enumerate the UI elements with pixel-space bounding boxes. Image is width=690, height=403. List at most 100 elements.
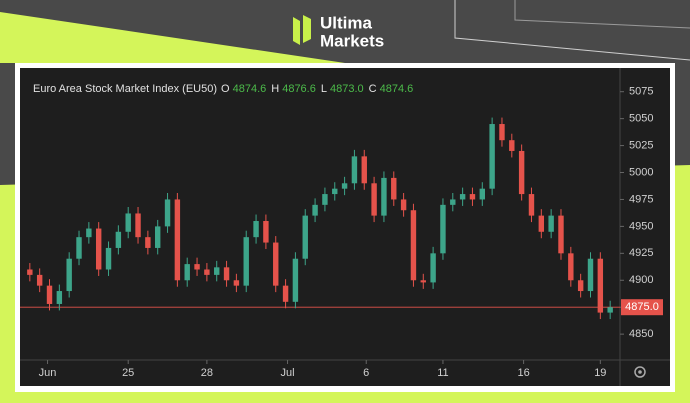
candle <box>548 209 554 239</box>
candle <box>223 260 230 287</box>
candle <box>538 209 545 239</box>
candle-body <box>184 264 190 281</box>
y-tick-label: 5025 <box>629 139 653 151</box>
x-tick-label: 25 <box>122 367 134 379</box>
y-tick-label: 4975 <box>629 193 653 205</box>
candle-body <box>351 156 358 184</box>
candle <box>86 222 92 244</box>
candle-body <box>440 204 446 254</box>
candle-body <box>509 140 515 151</box>
settings-icon[interactable] <box>634 366 646 378</box>
logo: Ultima Markets <box>293 13 384 50</box>
y-tick-label: 4850 <box>629 328 653 340</box>
candle-body <box>607 307 613 313</box>
candle-body <box>204 269 210 275</box>
candle <box>440 198 446 260</box>
candle-body <box>450 199 456 205</box>
candle-body <box>194 264 200 270</box>
candle-body <box>312 204 318 216</box>
ohlc-value: 4874.6 <box>233 83 267 95</box>
candle-body <box>46 285 53 304</box>
candle-body <box>27 269 33 275</box>
candle-body <box>223 267 230 281</box>
candle <box>518 144 525 201</box>
candle <box>292 252 299 309</box>
candle-body <box>273 242 279 286</box>
candle-body <box>361 156 367 184</box>
candle-body <box>597 258 604 313</box>
candle <box>597 252 604 320</box>
candle-body <box>341 183 348 189</box>
candle <box>528 187 535 223</box>
candle <box>361 149 367 190</box>
y-tick-label: 4900 <box>629 274 653 286</box>
candle-body <box>164 199 171 227</box>
candle <box>243 230 249 293</box>
ohlc-value: 4874.6 <box>380 83 414 95</box>
candle-body <box>233 280 240 286</box>
candle-body <box>145 237 151 248</box>
candle-body <box>538 215 545 232</box>
candle <box>233 273 240 293</box>
candle <box>95 222 102 276</box>
candle-body <box>292 258 299 302</box>
candle-body <box>577 280 584 292</box>
candle <box>489 117 495 196</box>
candle-body <box>400 199 407 211</box>
candle <box>145 230 151 255</box>
candle <box>430 246 436 289</box>
ohlc-key: L <box>321 83 327 95</box>
candle-body <box>430 253 436 283</box>
candle-body <box>76 237 82 259</box>
candle <box>282 279 289 309</box>
candle-body <box>479 188 485 200</box>
candle-body <box>391 177 397 200</box>
settings-icon[interactable] <box>638 370 642 374</box>
candle-body <box>489 124 495 189</box>
candle-body <box>105 247 112 270</box>
candle <box>263 214 269 250</box>
candle-body <box>243 237 249 286</box>
candle <box>184 257 190 287</box>
candle-body <box>155 226 161 248</box>
candle-body <box>253 221 259 238</box>
candle <box>174 192 181 287</box>
brand-line2: Markets <box>320 31 384 50</box>
x-tick-label: 6 <box>363 367 369 379</box>
candle <box>499 117 505 147</box>
candle <box>587 252 594 298</box>
candle-body <box>371 183 377 216</box>
y-tick-label: 5050 <box>629 113 653 125</box>
candle <box>391 171 397 206</box>
candle-body <box>410 210 417 281</box>
settings-icon[interactable] <box>634 366 646 378</box>
chart-panel <box>20 68 670 386</box>
candle-body <box>302 215 308 259</box>
candle <box>164 192 171 233</box>
candle-body <box>135 213 141 238</box>
candle <box>125 206 131 239</box>
candle-body <box>587 258 594 292</box>
candle <box>302 209 308 266</box>
candle <box>351 149 358 190</box>
accent-top <box>0 12 345 63</box>
candle <box>371 176 377 223</box>
candle <box>420 273 426 289</box>
candle <box>410 203 417 287</box>
x-tick-label: 11 <box>437 367 448 379</box>
candle-body <box>528 194 535 216</box>
candle-body <box>95 228 102 270</box>
y-tick-label: 4950 <box>629 220 653 232</box>
brand-line1: Ultima <box>320 13 373 32</box>
candle <box>135 206 141 244</box>
candle <box>27 263 33 282</box>
ohlc-value: 4873.0 <box>330 83 364 95</box>
deco-line <box>454 0 690 61</box>
candle <box>381 171 387 223</box>
logo-mark <box>303 15 311 43</box>
candle <box>459 187 466 206</box>
x-tick-label: Jul <box>281 367 295 379</box>
candle-body <box>459 194 466 200</box>
